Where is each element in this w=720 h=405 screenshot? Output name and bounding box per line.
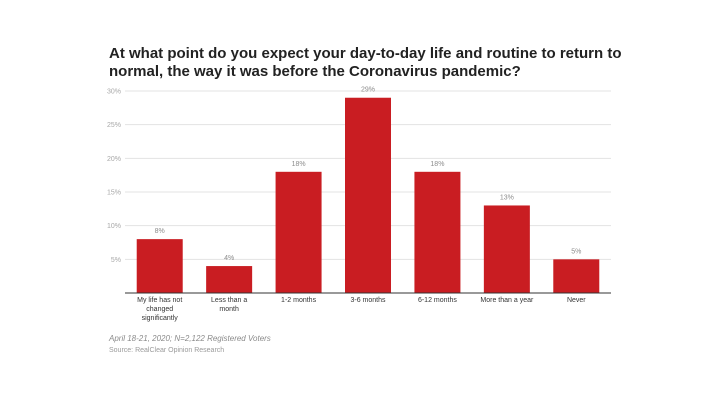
value-label: 13% bbox=[500, 194, 514, 201]
category-label: Never bbox=[567, 297, 586, 304]
bar bbox=[136, 239, 183, 293]
value-label: 18% bbox=[292, 161, 306, 168]
y-tick-label: 25% bbox=[107, 122, 121, 129]
source-note: Source: RealClear Opinion Research bbox=[109, 347, 225, 354]
category-label: More than a year bbox=[480, 297, 534, 304]
value-label: 18% bbox=[430, 161, 444, 168]
category-label: My life has not changed significantly bbox=[137, 297, 182, 322]
category-label: 6-12 months bbox=[418, 297, 457, 304]
y-tick-label: 20% bbox=[107, 156, 121, 163]
bar bbox=[553, 259, 600, 293]
bar bbox=[206, 266, 253, 293]
category-label: 1-2 months bbox=[281, 297, 317, 304]
footnote: April 18-21, 2020; N=2,122 Registered Vo… bbox=[109, 334, 271, 343]
y-tick-label: 5% bbox=[111, 257, 121, 264]
bar bbox=[345, 97, 391, 293]
bars bbox=[136, 97, 600, 293]
y-tick-label: 30% bbox=[107, 89, 121, 96]
bar bbox=[414, 171, 461, 293]
value-labels: 8% 4% 18% 29% 18% 13% 5% bbox=[155, 87, 582, 262]
category-labels: My life has not changed significantly Less … bbox=[137, 297, 586, 322]
value-label: 4% bbox=[224, 255, 234, 262]
y-tick-label: 10% bbox=[107, 223, 121, 230]
value-label: 5% bbox=[571, 248, 581, 255]
chart-title: At what point do you expect your day-to-… bbox=[109, 45, 622, 80]
value-label: 8% bbox=[155, 228, 165, 235]
category-label: 3-6 months bbox=[350, 297, 386, 304]
y-tick-label: 15% bbox=[107, 190, 121, 197]
y-axis-ticks: 5% 10% 15% 20% 25% 30% bbox=[107, 89, 121, 264]
bar bbox=[483, 205, 530, 293]
bar bbox=[275, 171, 322, 293]
value-label: 29% bbox=[361, 87, 375, 94]
category-label: Less than a month bbox=[211, 297, 247, 313]
